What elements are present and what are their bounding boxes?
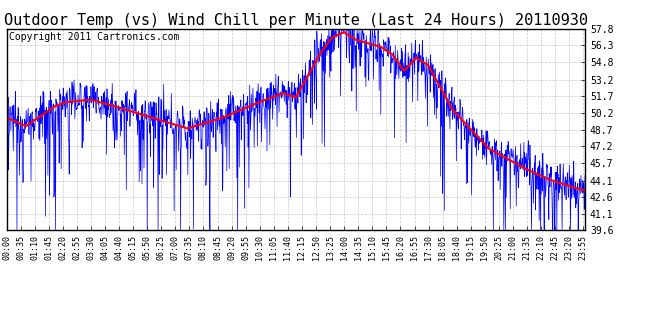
Text: Copyright 2011 Cartronics.com: Copyright 2011 Cartronics.com — [9, 32, 180, 42]
Title: Outdoor Temp (vs) Wind Chill per Minute (Last 24 Hours) 20110930: Outdoor Temp (vs) Wind Chill per Minute … — [4, 12, 588, 28]
